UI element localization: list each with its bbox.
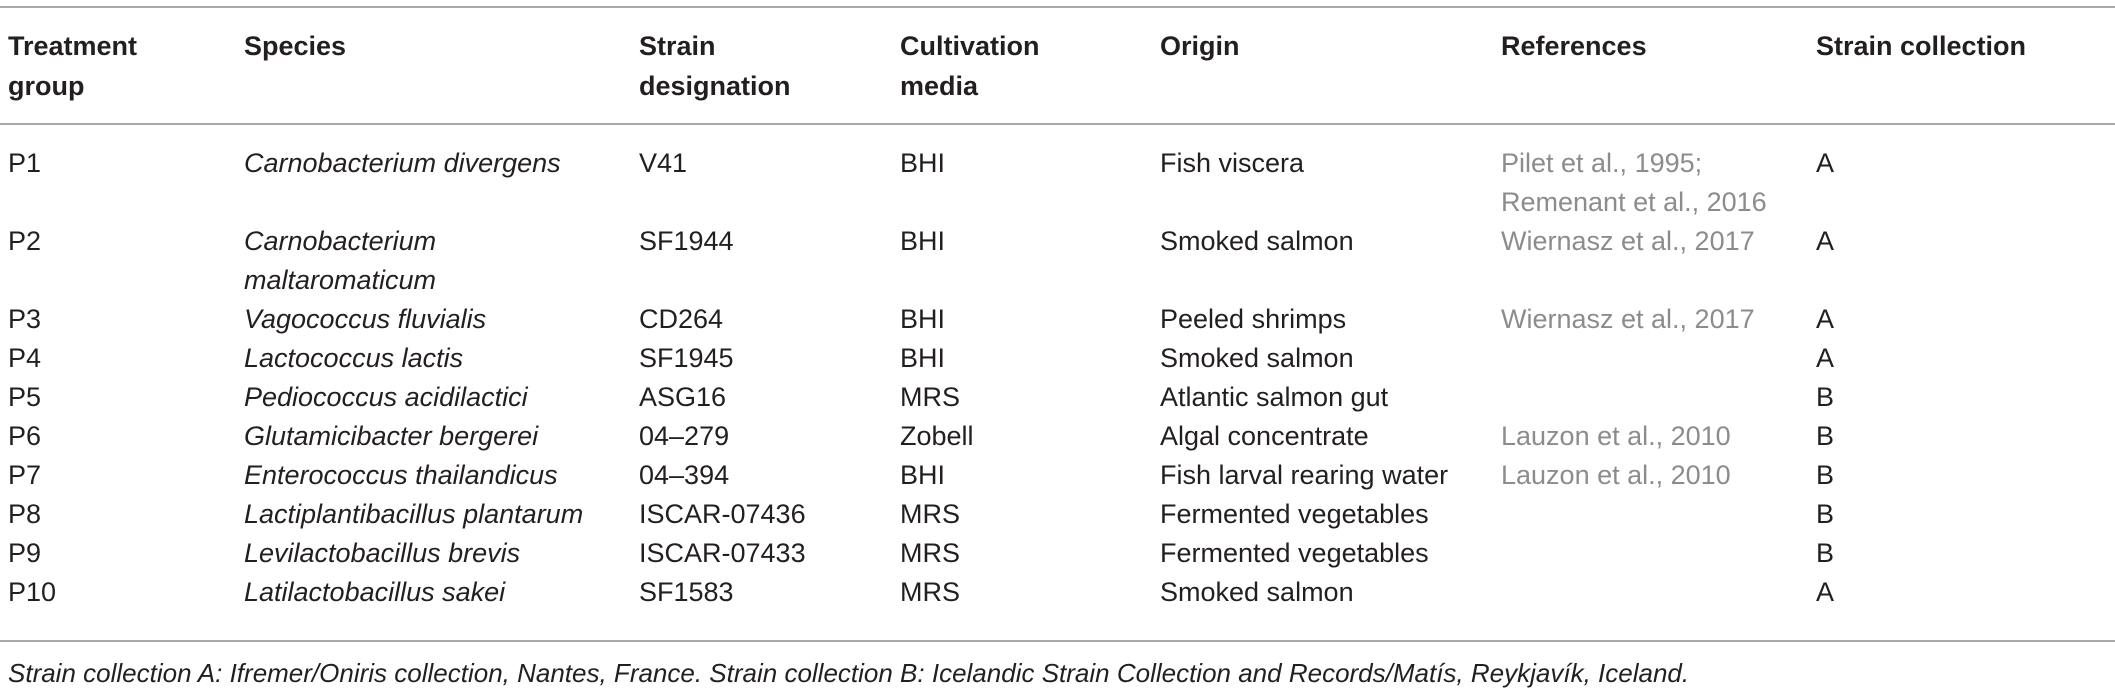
cell-strain-designation: 04–394 bbox=[639, 460, 730, 490]
cell-strain-designation: SF1945 bbox=[639, 343, 734, 373]
cell-cultivation-media: MRS bbox=[900, 499, 960, 529]
table-row: P8 Lactiplantibacillus plantarum ISCAR-074… bbox=[0, 495, 2115, 534]
cell-references bbox=[1493, 495, 1808, 534]
cell-origin: Fish viscera bbox=[1160, 148, 1305, 178]
cell-treatment-group: P1 bbox=[8, 148, 42, 178]
cell-origin: Fermented vegetables bbox=[1160, 538, 1429, 568]
cell-strain-designation: V41 bbox=[639, 148, 688, 178]
cell-references: Wiernasz et al., 2017 bbox=[1501, 226, 1755, 256]
header-row: Treatment group Species Strain designation… bbox=[0, 26, 2115, 124]
cell-strain-designation: SF1944 bbox=[639, 226, 734, 256]
cell-origin: Smoked salmon bbox=[1160, 577, 1354, 607]
cell-origin: Atlantic salmon gut bbox=[1160, 382, 1389, 412]
cell-strain-designation: 04–279 bbox=[639, 421, 730, 451]
cell-treatment-group: P2 bbox=[8, 226, 42, 256]
strain-table: Treatment group Species Strain designation… bbox=[0, 26, 2115, 612]
cell-references: Wiernasz et al., 2017 bbox=[1501, 304, 1755, 334]
cell-treatment-group: P4 bbox=[8, 343, 42, 373]
cell-treatment-group: P6 bbox=[8, 421, 42, 451]
cell-species: Carnobacterium divergens bbox=[244, 148, 561, 178]
cell-species: Glutamicibacter bergerei bbox=[244, 421, 539, 451]
cell-strain-collection: A bbox=[1816, 226, 1835, 256]
cell-treatment-group: P5 bbox=[8, 382, 42, 412]
cell-references: Lauzon et al., 2010 bbox=[1501, 421, 1731, 451]
cell-origin: Peeled shrimps bbox=[1160, 304, 1347, 334]
cell-species: Lactococcus lactis bbox=[244, 343, 464, 373]
cell-cultivation-media: MRS bbox=[900, 577, 960, 607]
cell-strain-collection: B bbox=[1816, 382, 1835, 412]
cell-strain-collection: B bbox=[1816, 421, 1835, 451]
cell-cultivation-media: MRS bbox=[900, 382, 960, 412]
table-row: P9 Levilactobacillus brevis ISCAR-07433 MRS… bbox=[0, 534, 2115, 573]
cell-references bbox=[1493, 573, 1808, 612]
table-row: P1 Carnobacterium divergens V41 BHI Fish vis… bbox=[0, 124, 2115, 222]
cell-cultivation-media: BHI bbox=[900, 148, 946, 178]
table-row: P4 Lactococcus lactis SF1945 BHI Smoked salm… bbox=[0, 339, 2115, 378]
cell-treatment-group: P10 bbox=[8, 577, 57, 607]
cell-references: Lauzon et al., 2010 bbox=[1501, 460, 1731, 490]
cell-origin: Fish larval rearing water bbox=[1160, 460, 1449, 490]
table-footnote: Strain collection A: Ifremer/Oniris coll… bbox=[8, 658, 1690, 688]
cell-cultivation-media: BHI bbox=[900, 304, 946, 334]
cell-references bbox=[1493, 339, 1808, 378]
table-row: P7 Enterococcus thailandicus 04–394 BHI Fish… bbox=[0, 456, 2115, 495]
top-rule bbox=[0, 6, 2115, 8]
cell-cultivation-media: BHI bbox=[900, 460, 946, 490]
cell-strain-designation: CD264 bbox=[639, 304, 724, 334]
cell-references: Pilet et al., 1995; Remenant et al., 201… bbox=[1501, 148, 1767, 217]
cell-references bbox=[1493, 534, 1808, 573]
cell-species: Vagococcus fluvialis bbox=[244, 304, 487, 334]
cell-cultivation-media: MRS bbox=[900, 538, 960, 568]
header-strain-collection: Strain collection bbox=[1816, 31, 2027, 61]
cell-strain-collection: A bbox=[1816, 577, 1835, 607]
cell-strain-collection: A bbox=[1816, 148, 1835, 178]
cell-strain-collection: A bbox=[1816, 343, 1835, 373]
cell-species: Pediococcus acidilactici bbox=[244, 382, 528, 412]
table-row: P3 Vagococcus fluvialis CD264 BHI Peeled shr… bbox=[0, 300, 2115, 339]
cell-cultivation-media: BHI bbox=[900, 226, 946, 256]
cell-origin: Algal concentrate bbox=[1160, 421, 1369, 451]
cell-treatment-group: P7 bbox=[8, 460, 42, 490]
cell-cultivation-media: BHI bbox=[900, 343, 946, 373]
header-species: Species bbox=[244, 31, 347, 61]
cell-cultivation-media: Zobell bbox=[900, 421, 974, 451]
cell-references bbox=[1493, 378, 1808, 417]
cell-species: Levilactobacillus brevis bbox=[244, 538, 521, 568]
cell-strain-designation: SF1583 bbox=[639, 577, 734, 607]
header-origin: Origin bbox=[1160, 31, 1240, 61]
table-row: P6 Glutamicibacter bergerei 04–279 Zobell Al… bbox=[0, 417, 2115, 456]
header-rule bbox=[0, 123, 2115, 125]
cell-treatment-group: P8 bbox=[8, 499, 42, 529]
cell-strain-collection: B bbox=[1816, 460, 1835, 490]
header-strain-designation: Strain designation bbox=[639, 31, 791, 101]
cell-origin: Smoked salmon bbox=[1160, 343, 1354, 373]
header-references: References bbox=[1501, 31, 1647, 61]
table-row: P5 Pediococcus acidilactici ASG16 MRS Atlant… bbox=[0, 378, 2115, 417]
cell-species: Latilactobacillus sakei bbox=[244, 577, 506, 607]
cell-origin: Fermented vegetables bbox=[1160, 499, 1429, 529]
cell-species: Enterococcus thailandicus bbox=[244, 460, 558, 490]
cell-treatment-group: P9 bbox=[8, 538, 42, 568]
header-treatment-group: Treatment group bbox=[8, 31, 138, 101]
cell-strain-collection: A bbox=[1816, 304, 1835, 334]
table-row: P10 Latilactobacillus sakei SF1583 MRS Smoke… bbox=[0, 573, 2115, 612]
cell-treatment-group: P3 bbox=[8, 304, 42, 334]
cell-strain-designation: ISCAR-07436 bbox=[639, 499, 806, 529]
cell-strain-designation: ASG16 bbox=[639, 382, 727, 412]
cell-strain-collection: B bbox=[1816, 499, 1835, 529]
table-row: P2 Carnobacterium maltaromaticum SF1944 BHI… bbox=[0, 222, 2115, 300]
cell-strain-collection: B bbox=[1816, 538, 1835, 568]
cell-species: Lactiplantibacillus plantarum bbox=[244, 499, 584, 529]
cell-origin: Smoked salmon bbox=[1160, 226, 1354, 256]
cell-strain-designation: ISCAR-07433 bbox=[639, 538, 806, 568]
cell-species: Carnobacterium maltaromaticum bbox=[244, 226, 437, 295]
header-cultivation-media: Cultivation media bbox=[900, 31, 1040, 101]
bottom-rule bbox=[0, 640, 2115, 642]
